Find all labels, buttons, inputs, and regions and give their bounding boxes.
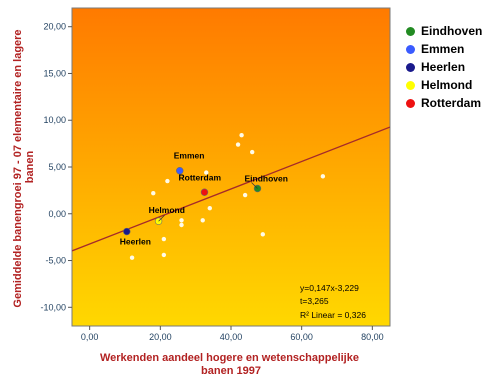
highlighted-point-rotterdam [200,188,209,196]
legend-item-heerlen: Heerlen [406,58,482,76]
data-point [320,174,326,179]
point-label-emmen: Emmen [174,151,205,161]
data-point [242,192,248,198]
data-point [200,218,205,223]
x-tick-label: 60,00 [290,332,313,342]
y-axis-title: Gemiddelde banengroei 97 - 07 elementair… [12,26,36,307]
data-point [179,218,184,223]
plot-area [71,7,391,327]
y-tick-label: 10,00 [43,115,66,125]
legend-item-rotterdam: Rotterdam [406,94,482,112]
y-tick-label: -5,00 [45,256,66,266]
point-label-heerlen: Heerlen [120,237,151,247]
data-point [250,149,255,155]
data-point [235,142,241,147]
legend-item-helmond: Helmond [406,76,482,94]
label-leader-line [251,182,258,189]
highlighted-point-emmen [176,167,184,175]
data-point [151,190,156,196]
legend-item-emmen: Emmen [406,40,482,58]
y-tick-label: 20,00 [43,22,66,32]
legend-marker-icon [406,98,415,108]
data-point [161,252,167,258]
y-tick-label: 0,00 [48,209,66,219]
x-tick-label: 20,00 [149,332,172,342]
legend-label: Rotterdam [421,96,482,110]
legend-marker-icon [406,44,415,54]
x-tick-label: 40,00 [220,332,243,342]
data-point [165,178,170,184]
legend: Eindhoven Emmen Heerlen Helmond Rotterda… [406,22,482,112]
data-point [161,236,167,242]
data-point [260,232,265,237]
data-point [129,255,135,260]
legend-label: Eindhoven [421,24,483,38]
legend-label: Helmond [421,78,473,92]
point-label-helmond: Helmond [149,205,185,215]
annotation-r-squared: R² Linear = 0,326 [300,310,366,320]
legend-marker-icon [406,62,415,72]
data-point [207,205,212,211]
y-tick-label: 5,00 [48,162,66,172]
legend-marker-icon [406,80,415,90]
data-point [239,133,244,138]
y-tick-label: -10,00 [40,302,66,312]
legend-label: Emmen [421,42,465,56]
point-label-rotterdam: Rotterdam [179,172,222,182]
x-axis-title: Werkenden aandeel hogere en wetenschappe… [100,352,362,377]
highlighted-point-heerlen [123,227,131,236]
legend-item-eindhoven: Eindhoven [406,22,482,40]
y-tick-label: 15,00 [43,68,66,78]
label-leader-line [158,214,165,222]
annotation-t-value: t=3,265 [300,296,329,306]
x-tick-label: 80,00 [361,332,384,342]
legend-label: Heerlen [421,60,466,74]
x-tick-label: 0,00 [81,332,99,342]
legend-marker-icon [406,26,415,36]
annotation-equation: y=0,147x-3,229 [300,283,359,293]
data-point [204,170,209,175]
data-point [179,222,184,228]
point-label-eindhoven: Eindhoven [245,174,288,184]
